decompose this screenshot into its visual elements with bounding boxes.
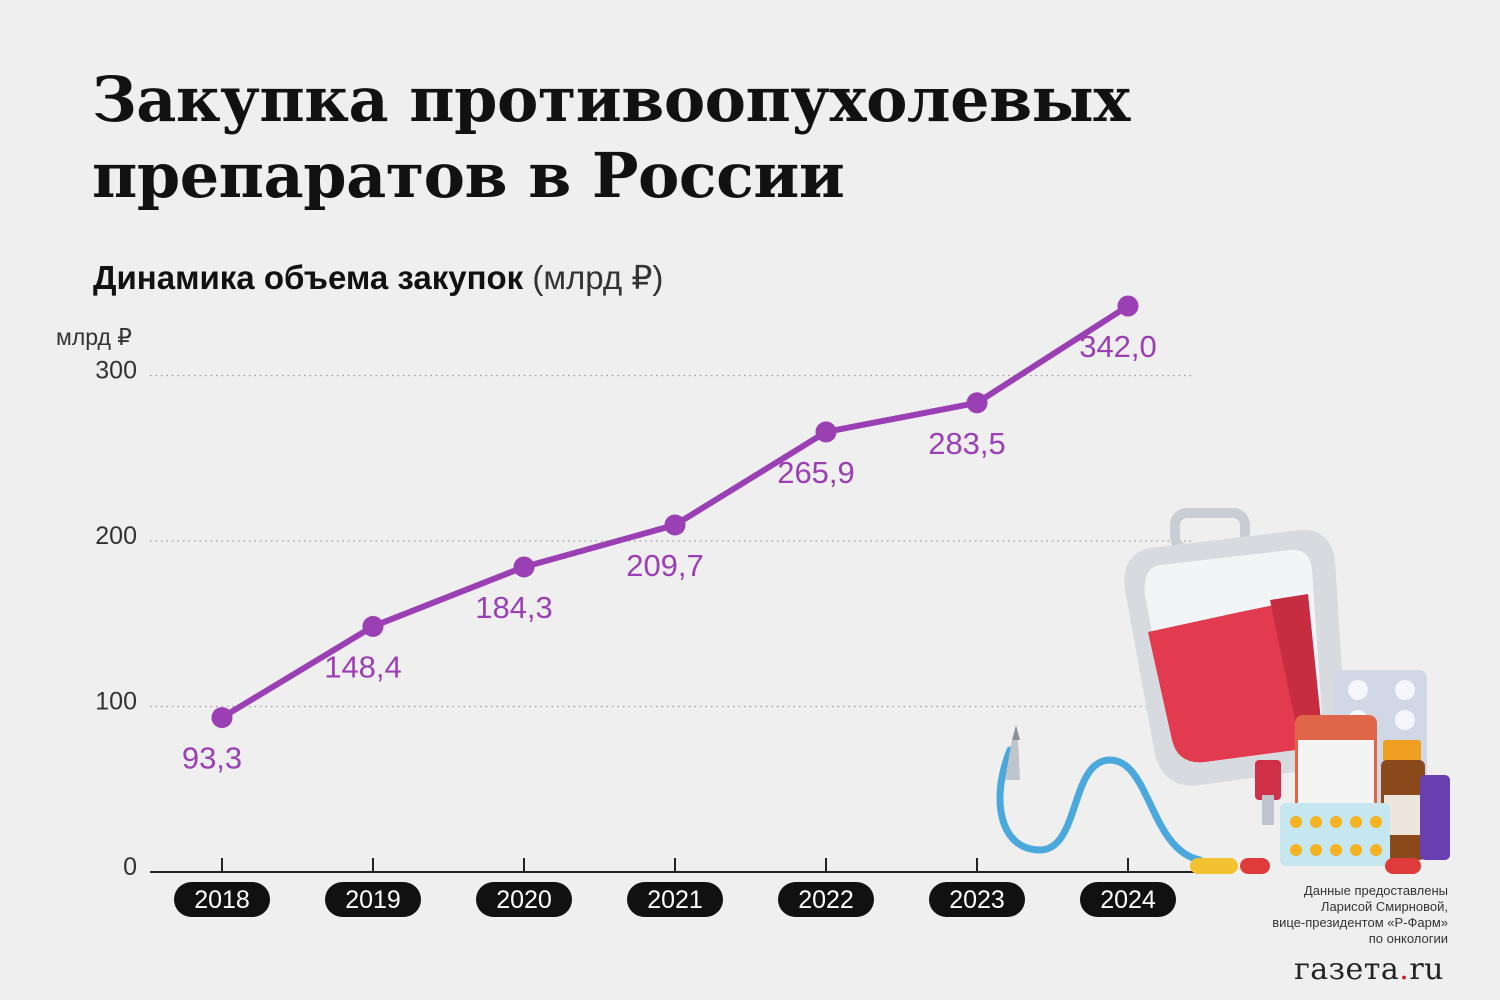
year-label: 2024 — [1100, 886, 1156, 914]
data-label: 184,3 — [475, 590, 553, 625]
y-tick-labels: 0 100 200 300 — [95, 357, 137, 882]
iv-bag-illustration — [996, 508, 1346, 864]
data-point — [664, 514, 686, 536]
y-tick-label: 0 — [123, 853, 137, 881]
chart-subtitle: Динамика объема закупок (млрд ₽) — [93, 258, 663, 297]
year-pill — [325, 882, 421, 917]
grid-lines — [150, 374, 1195, 708]
y-tick-label: 300 — [95, 357, 137, 385]
x-tick-label: 2018 — [174, 882, 270, 917]
data-labels: 93,3 148,4 184,3 209,7 265,9 283,5 342,0 — [182, 329, 1157, 776]
logo-tld: ru — [1409, 952, 1444, 987]
year-label: 2018 — [194, 886, 250, 914]
x-tick-labels: 2018 2019 2020 2021 2022 2023 2024 — [174, 858, 1176, 917]
year-pill — [174, 882, 270, 917]
x-tick-label: 2024 — [1080, 882, 1176, 917]
data-label: 265,9 — [777, 455, 855, 490]
data-point — [815, 421, 837, 443]
source-note: Данные предоставлены Ларисой Смирновой, … — [1188, 883, 1448, 947]
logo-main: газета — [1294, 952, 1400, 987]
source-line-1: Данные предоставлены — [1303, 883, 1448, 898]
x-tick-label: 2023 — [929, 882, 1025, 917]
year-pill — [1080, 882, 1176, 917]
data-label: 148,4 — [324, 649, 402, 684]
year-label: 2022 — [798, 886, 854, 914]
data-point — [1117, 295, 1139, 317]
data-label: 283,5 — [928, 426, 1006, 461]
year-label: 2019 — [345, 886, 401, 914]
chart-title-line-1: Закупка противоопухолевых — [92, 63, 1130, 136]
pills-illustration — [1190, 670, 1450, 874]
year-pill — [627, 882, 723, 917]
chart-title: Закупка противоопухолевых препаратов в Р… — [92, 62, 1130, 214]
source-line-3: вице-президентом «Р-Фарм» — [1272, 915, 1448, 930]
y-tick-label: 200 — [95, 522, 137, 550]
data-label: 342,0 — [1079, 329, 1157, 364]
data-label: 93,3 — [182, 741, 242, 776]
data-point — [966, 392, 988, 414]
year-label: 2020 — [496, 886, 552, 914]
logo-dot: . — [1399, 952, 1410, 987]
source-line-2: Ларисой Смирновой, — [1320, 899, 1448, 914]
year-label: 2021 — [647, 886, 703, 914]
x-tick-label: 2019 — [325, 882, 421, 917]
source-line-4: по онкологии — [1368, 931, 1448, 946]
year-pill — [778, 882, 874, 917]
data-point — [362, 615, 384, 637]
year-label: 2023 — [949, 886, 1005, 914]
data-label: 209,7 — [626, 548, 704, 583]
data-point — [513, 556, 535, 578]
y-axis-label: млрд ₽ — [56, 324, 132, 350]
y-tick-label: 100 — [95, 688, 137, 716]
data-point — [211, 707, 233, 729]
data-points — [211, 295, 1139, 729]
chart-title-line-2: препаратов в России — [92, 139, 845, 212]
subtitle-text: Динамика объема закупок — [93, 259, 524, 296]
x-tick-label: 2020 — [476, 882, 572, 917]
x-tick-label: 2021 — [627, 882, 723, 917]
gazeta-logo[interactable]: газета.ru — [1294, 952, 1444, 987]
year-pill — [476, 882, 572, 917]
year-pill — [929, 882, 1025, 917]
subtitle-unit: (млрд ₽) — [532, 259, 664, 296]
x-tick-label: 2022 — [778, 882, 874, 917]
